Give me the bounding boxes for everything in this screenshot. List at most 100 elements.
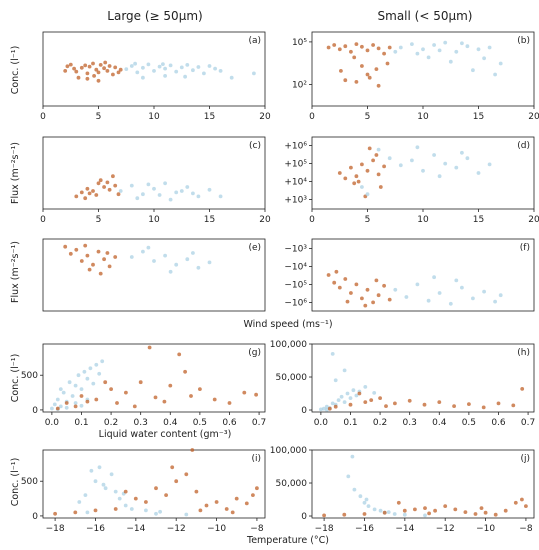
- panel-label: (i): [251, 454, 261, 464]
- data-point: [85, 399, 90, 404]
- data-point: [168, 269, 173, 274]
- data-point: [360, 64, 364, 68]
- data-point: [346, 474, 351, 479]
- data-point: [82, 369, 87, 374]
- data-point: [96, 78, 101, 83]
- data-point: [337, 171, 342, 175]
- data-point: [68, 251, 73, 256]
- data-point: [85, 253, 90, 258]
- data-point: [398, 45, 403, 50]
- data-point: [433, 508, 437, 513]
- data-point: [376, 83, 381, 88]
- x-tick-label: 5: [96, 112, 102, 122]
- data-point: [378, 508, 383, 513]
- row2-ylabel: Flux (m⁻²s⁻¹): [10, 142, 21, 204]
- data-point: [163, 66, 168, 71]
- data-point: [153, 395, 158, 400]
- x-tick-label: −14: [126, 524, 145, 534]
- data-point: [339, 394, 344, 399]
- x-tick-label: 0.2: [373, 418, 387, 428]
- data-point: [422, 402, 427, 407]
- data-point: [342, 512, 347, 517]
- data-point: [85, 510, 90, 515]
- data-point: [162, 399, 167, 404]
- data-point: [363, 400, 368, 404]
- panel-c: (c) 0 5 10 15 20: [40, 136, 271, 225]
- data-point: [157, 193, 162, 197]
- data-point: [207, 187, 212, 192]
- data-point: [64, 405, 69, 410]
- y-tick-label: +10³: [284, 196, 307, 206]
- data-point: [404, 295, 409, 299]
- data-point: [94, 397, 99, 402]
- data-point: [465, 44, 470, 49]
- data-point: [482, 289, 486, 294]
- data-point: [63, 69, 68, 73]
- data-point: [94, 193, 99, 197]
- data-point: [135, 70, 140, 75]
- data-point: [337, 285, 342, 290]
- data-point: [102, 257, 106, 262]
- data-point: [423, 506, 427, 510]
- data-point: [334, 269, 339, 274]
- data-point: [448, 59, 453, 64]
- x-tick-label: 20: [259, 112, 271, 122]
- data-point: [362, 500, 367, 505]
- data-point: [50, 406, 54, 411]
- panel-label: (d): [517, 141, 530, 151]
- data-point: [476, 47, 481, 52]
- data-point: [103, 380, 108, 385]
- x-tick-label: 20: [528, 112, 539, 122]
- data-point: [254, 392, 258, 397]
- data-point: [109, 387, 113, 391]
- data-point: [116, 70, 121, 75]
- data-point: [105, 69, 110, 73]
- data-point: [111, 174, 115, 179]
- data-point: [333, 378, 338, 383]
- x-tick-label: −18: [315, 524, 334, 534]
- data-point: [374, 278, 379, 283]
- x-tick-label: 15: [204, 112, 215, 122]
- data-point: [366, 504, 371, 508]
- data-point: [385, 61, 390, 66]
- data-point: [348, 396, 353, 400]
- data-point: [350, 454, 355, 459]
- data-point: [378, 185, 383, 189]
- data-point: [98, 63, 103, 67]
- x-tick-label: 10: [417, 215, 429, 225]
- data-point: [363, 303, 368, 308]
- y-tick-label: −10⁴: [284, 262, 307, 272]
- data-point: [460, 285, 464, 290]
- data-point: [144, 500, 148, 504]
- data-point: [378, 396, 382, 400]
- data-point: [91, 189, 95, 193]
- data-point: [349, 165, 353, 170]
- data-point: [348, 402, 353, 407]
- y-tick-label: +10⁴: [284, 178, 307, 188]
- data-point: [337, 47, 342, 52]
- panel-f: (f) −10³ −10⁴ −10⁵ −10⁶: [284, 238, 535, 312]
- data-point: [330, 401, 335, 406]
- panel-label: (j): [520, 454, 530, 464]
- data-point: [443, 504, 448, 508]
- panel-label: (f): [520, 243, 530, 253]
- data-point: [319, 407, 323, 412]
- data-point: [343, 277, 348, 281]
- data-point: [74, 69, 79, 74]
- data-point: [354, 42, 359, 46]
- data-point: [421, 47, 425, 52]
- data-point: [443, 161, 448, 166]
- data-point: [402, 508, 407, 513]
- row3-ylabel: Flux (m⁻²s⁻¹): [10, 241, 21, 303]
- y-tick-label: +10⁵: [284, 160, 307, 170]
- data-point: [407, 398, 412, 403]
- data-point: [352, 487, 357, 492]
- data-point: [376, 293, 381, 298]
- data-point: [170, 465, 175, 470]
- data-point: [357, 391, 362, 396]
- data-point: [79, 190, 84, 195]
- data-point: [498, 293, 503, 298]
- data-point: [168, 63, 173, 68]
- data-point: [387, 45, 392, 50]
- data-point: [97, 371, 102, 376]
